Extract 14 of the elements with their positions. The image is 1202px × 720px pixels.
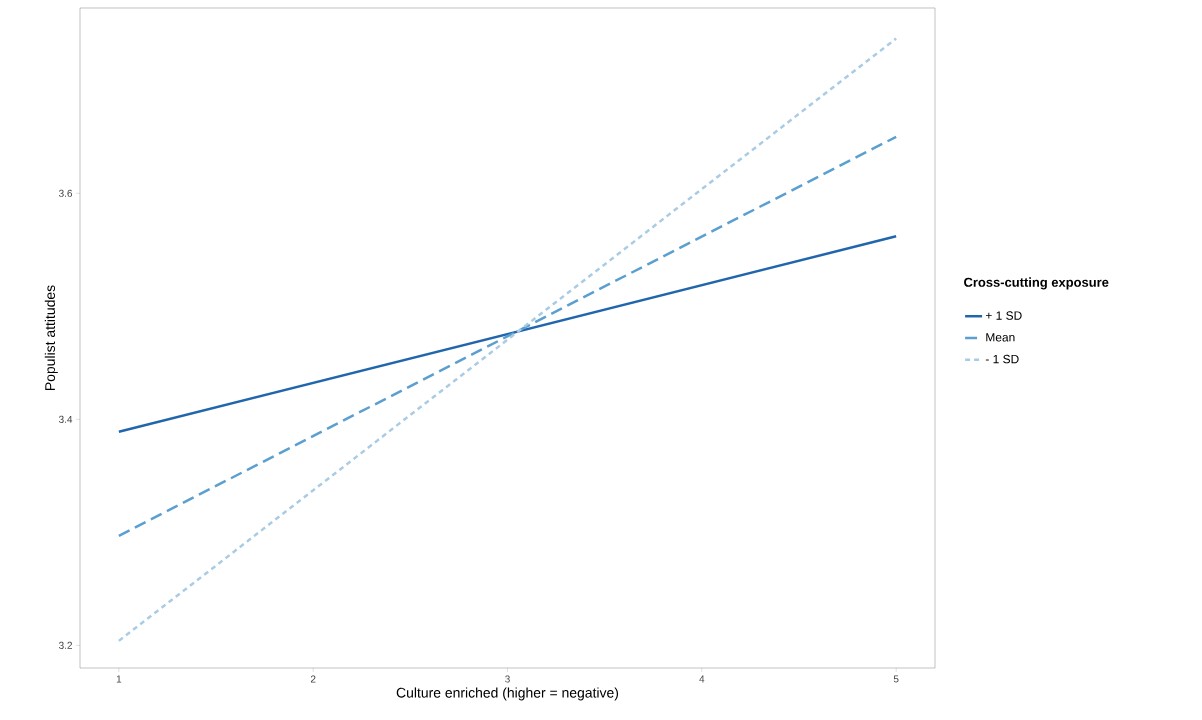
x-tick-label: 2 bbox=[310, 675, 316, 683]
x-axis-title: Culture enriched (higher = negative) bbox=[396, 687, 619, 701]
y-tick-label: 3.2 bbox=[59, 641, 72, 649]
y-axis-title: Populist attitudes bbox=[44, 285, 58, 390]
x-tick-label: 4 bbox=[699, 675, 705, 683]
y-tick-label: 3.6 bbox=[59, 189, 73, 197]
legend-label: - 1 SD bbox=[985, 354, 1019, 364]
legend-title: Cross-cutting exposure bbox=[964, 277, 1109, 290]
x-tick-label: 1 bbox=[116, 675, 122, 683]
legend-label: + 1 SD bbox=[985, 311, 1022, 320]
legend-label: Mean bbox=[986, 333, 1015, 342]
x-tick-label: 3 bbox=[505, 675, 510, 683]
y-tick-label: 3.4 bbox=[59, 415, 73, 423]
x-tick-label: 5 bbox=[893, 675, 899, 683]
